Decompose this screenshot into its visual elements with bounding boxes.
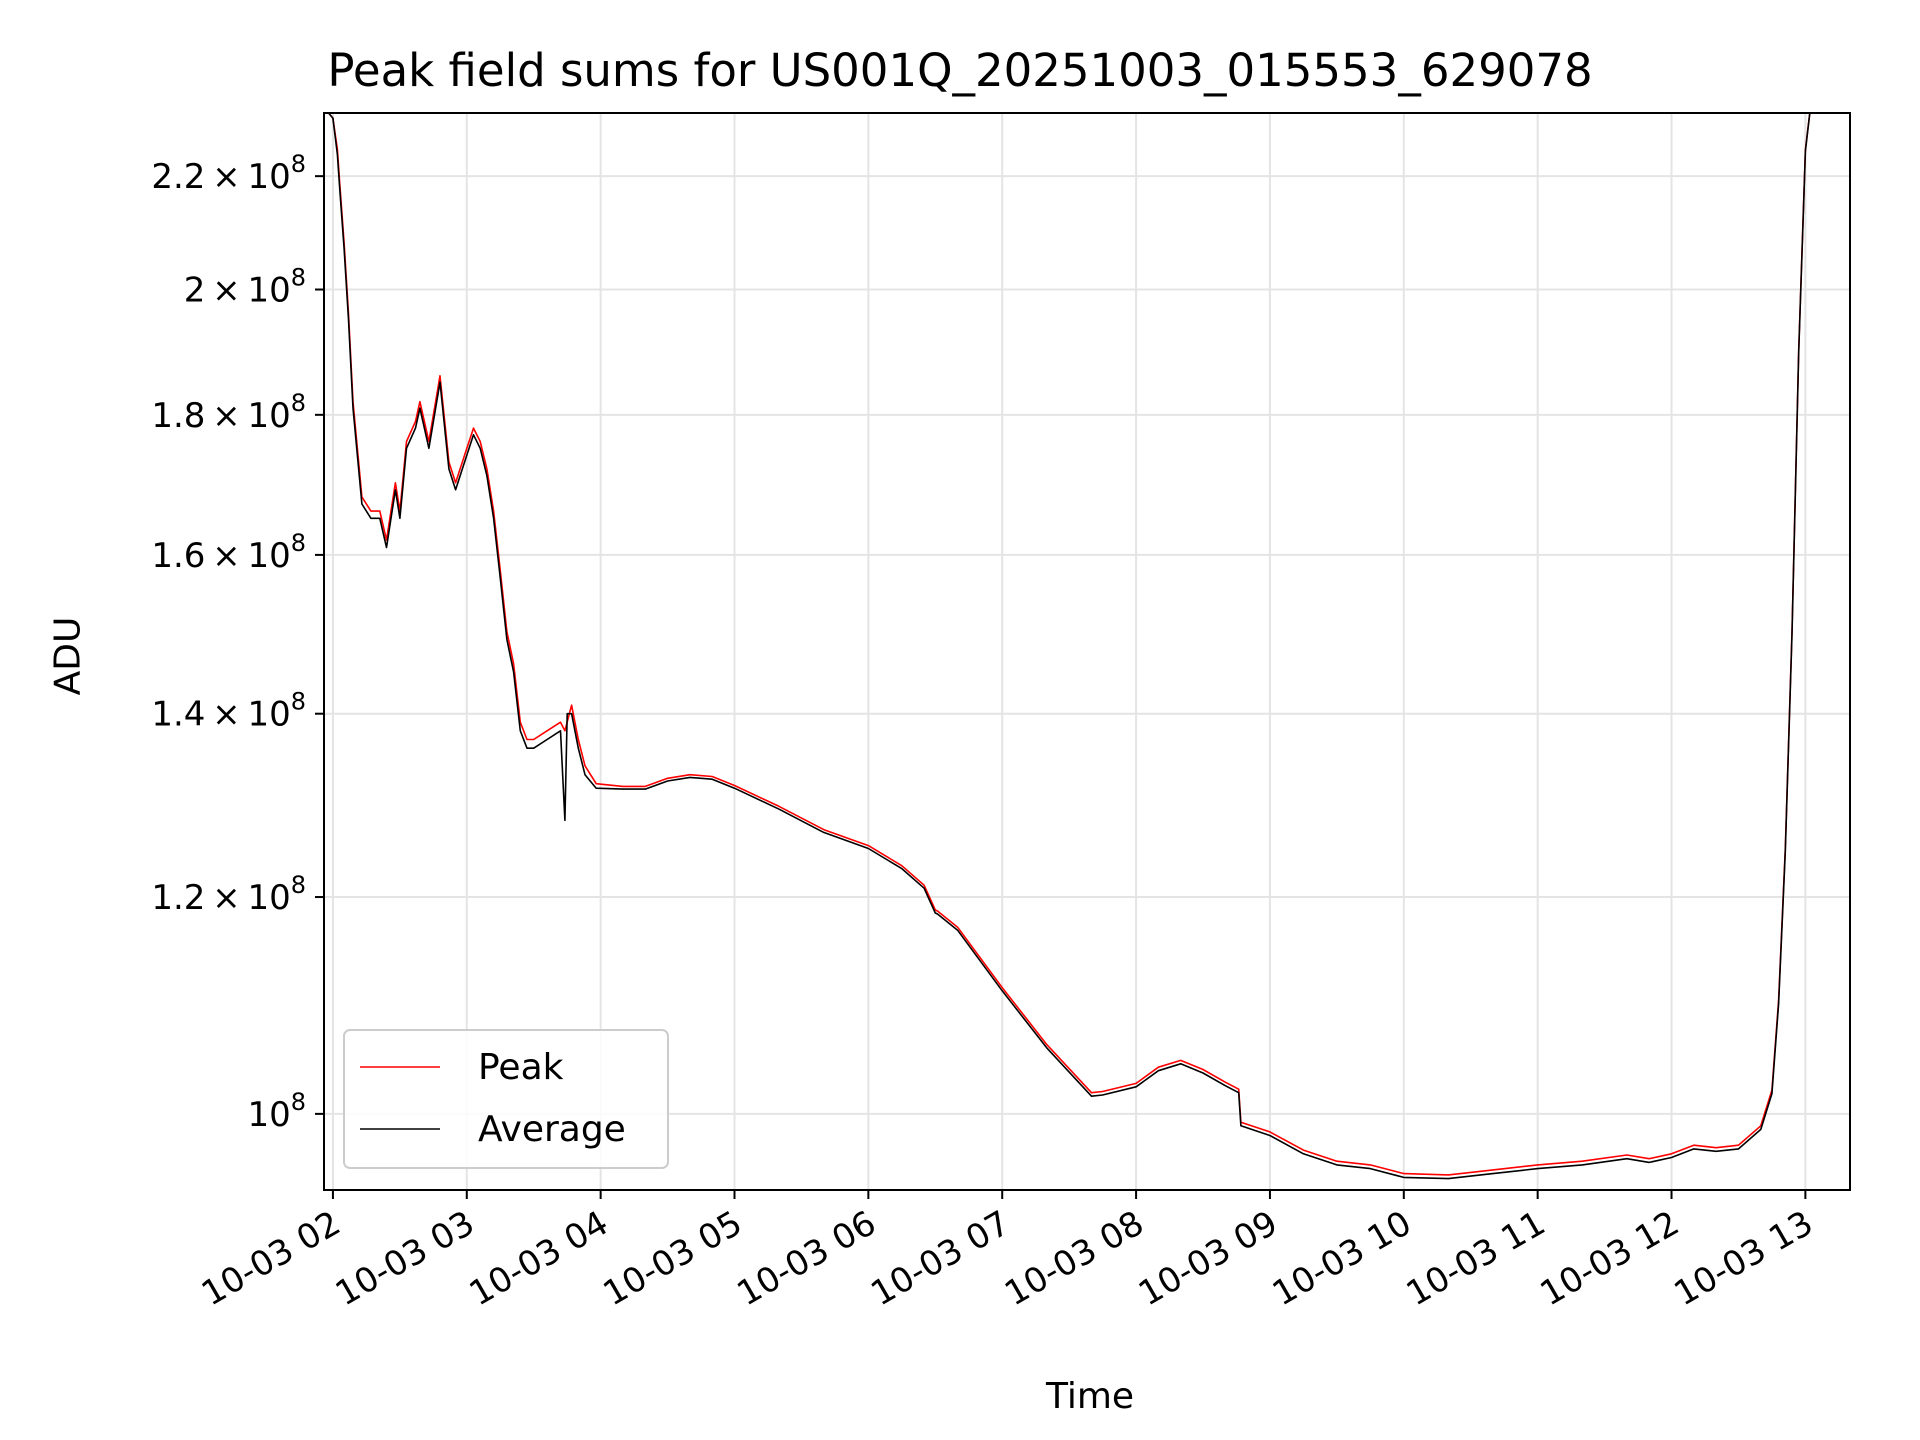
x-tick-label: 10-03 03 xyxy=(329,1203,481,1314)
x-tick-label: 10-03 05 xyxy=(597,1203,749,1314)
axes-frame xyxy=(323,112,1851,1191)
x-tick-label: 10-03 06 xyxy=(730,1203,882,1314)
x-tick-label: 10-03 02 xyxy=(195,1203,347,1314)
y-tick-label: 1.6 × 108 xyxy=(151,529,306,576)
chart-title: Peak field sums for US001Q_20251003_0155… xyxy=(327,44,1593,97)
x-tick-label: 10-03 07 xyxy=(864,1203,1016,1314)
x-tick-label: 10-03 13 xyxy=(1667,1203,1819,1314)
series-lines xyxy=(327,113,1811,1180)
legend-label-peak: Peak xyxy=(478,1047,564,1088)
y-tick-label: 2.2 × 108 xyxy=(151,150,306,197)
y-tick-label: 2 × 108 xyxy=(184,264,306,311)
x-tick-label: 10-03 12 xyxy=(1534,1203,1686,1314)
x-tick-label: 10-03 11 xyxy=(1400,1203,1552,1314)
legend-label-average: Average xyxy=(478,1109,626,1150)
series-line-peak xyxy=(327,113,1811,1176)
y-tick-label: 108 xyxy=(247,1088,306,1135)
x-axis-label: Time xyxy=(1045,1376,1135,1417)
x-tick-label: 10-03 10 xyxy=(1266,1203,1418,1314)
grid-lines xyxy=(324,113,1850,1190)
legend: Peak Average xyxy=(343,1029,669,1169)
legend-box xyxy=(343,1029,669,1169)
series-line-average xyxy=(327,113,1811,1180)
y-tick-label: 1.2 × 108 xyxy=(151,871,306,918)
x-tick-label: 10-03 08 xyxy=(998,1203,1150,1314)
y-tick-label: 1.4 × 108 xyxy=(151,688,306,735)
x-tick-label: 10-03 09 xyxy=(1132,1203,1284,1314)
y-tick-label: 1.8 × 108 xyxy=(151,389,306,436)
y-axis-ticks: 108 1.2 × 108 1.4 × 108 1.6 × 108 1.8 × 108 2… xyxy=(151,150,324,1135)
x-tick-label: 10-03 04 xyxy=(463,1203,615,1314)
